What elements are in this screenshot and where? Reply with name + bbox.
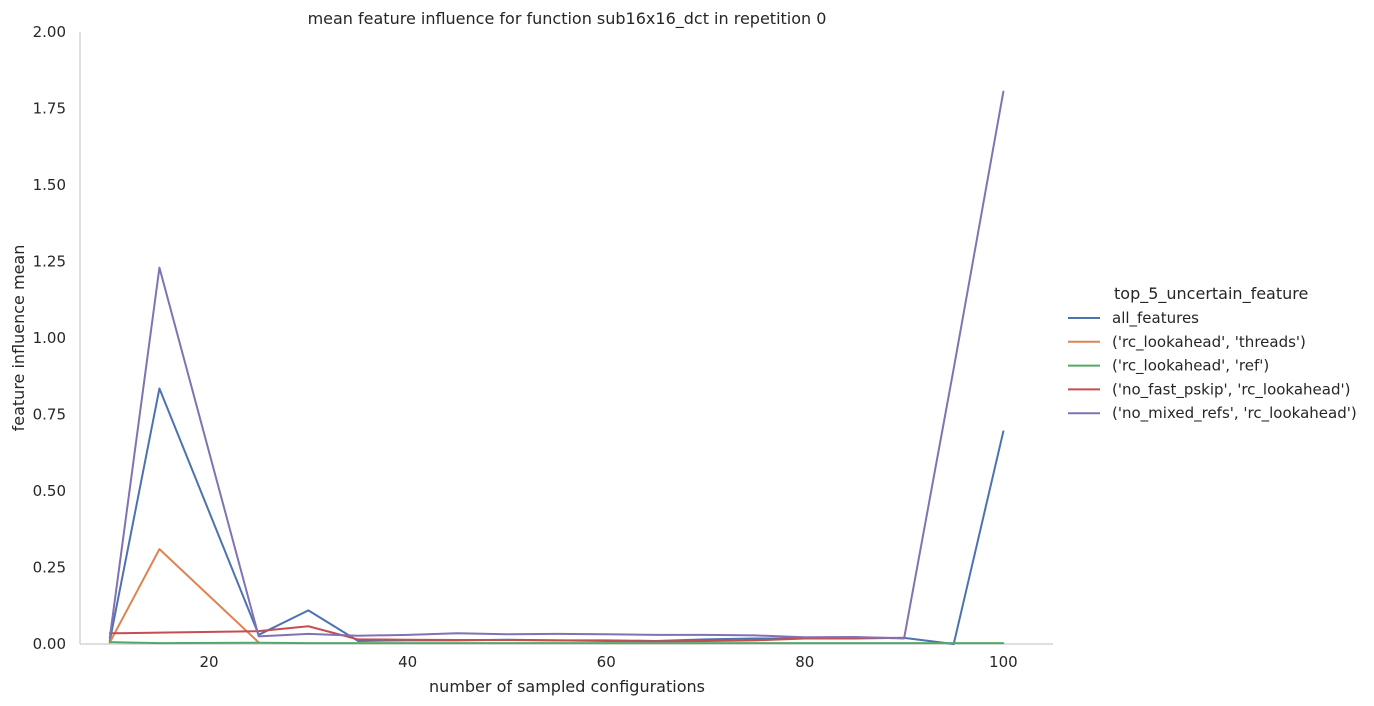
x-tick-label: 40 bbox=[398, 653, 417, 671]
y-tick-label: 0.00 bbox=[33, 635, 66, 653]
y-tick-label: 0.50 bbox=[33, 482, 66, 500]
y-tick-label: 1.50 bbox=[33, 176, 66, 194]
x-tick-label: 20 bbox=[200, 653, 219, 671]
legend: top_5_uncertain_feature all_features ('rc… bbox=[1068, 284, 1357, 423]
legend-label: ('rc_lookahead', 'ref') bbox=[1112, 357, 1269, 376]
series-line-3 bbox=[108, 625, 906, 643]
series-line-1 bbox=[108, 548, 260, 644]
legend-label: ('no_fast_pskip', 'rc_lookahead') bbox=[1112, 380, 1350, 399]
y-tick-label: 0.75 bbox=[33, 406, 66, 424]
y-tick-label: 0.25 bbox=[33, 559, 66, 577]
y-axis-label: feature influence mean bbox=[9, 245, 28, 432]
chart-title: mean feature influence for function sub1… bbox=[308, 9, 827, 29]
series-line-2 bbox=[108, 641, 1005, 645]
series-lines bbox=[108, 90, 1005, 645]
y-tick-label: 1.25 bbox=[33, 253, 66, 271]
series-line-4 bbox=[108, 90, 1005, 640]
y-axis-ticks: 0.00 0.25 0.50 0.75 1.00 1.25 1.50 1.75 2.00 bbox=[33, 23, 66, 653]
x-axis-ticks: 20 40 60 80 100 bbox=[200, 653, 1018, 671]
y-tick-label: 1.00 bbox=[33, 329, 66, 347]
x-tick-label: 100 bbox=[989, 653, 1018, 671]
x-axis-label: number of sampled configurations bbox=[429, 677, 705, 696]
legend-title: top_5_uncertain_feature bbox=[1114, 284, 1308, 304]
x-tick-label: 80 bbox=[795, 653, 814, 671]
legend-label: all_features bbox=[1112, 309, 1199, 328]
y-tick-label: 1.75 bbox=[33, 100, 66, 118]
series-line-0 bbox=[108, 387, 1005, 645]
x-tick-label: 60 bbox=[597, 653, 616, 671]
legend-label: ('rc_lookahead', 'threads') bbox=[1112, 333, 1306, 352]
legend-label: ('no_mixed_refs', 'rc_lookahead') bbox=[1112, 404, 1357, 423]
y-tick-label: 2.00 bbox=[33, 23, 66, 41]
